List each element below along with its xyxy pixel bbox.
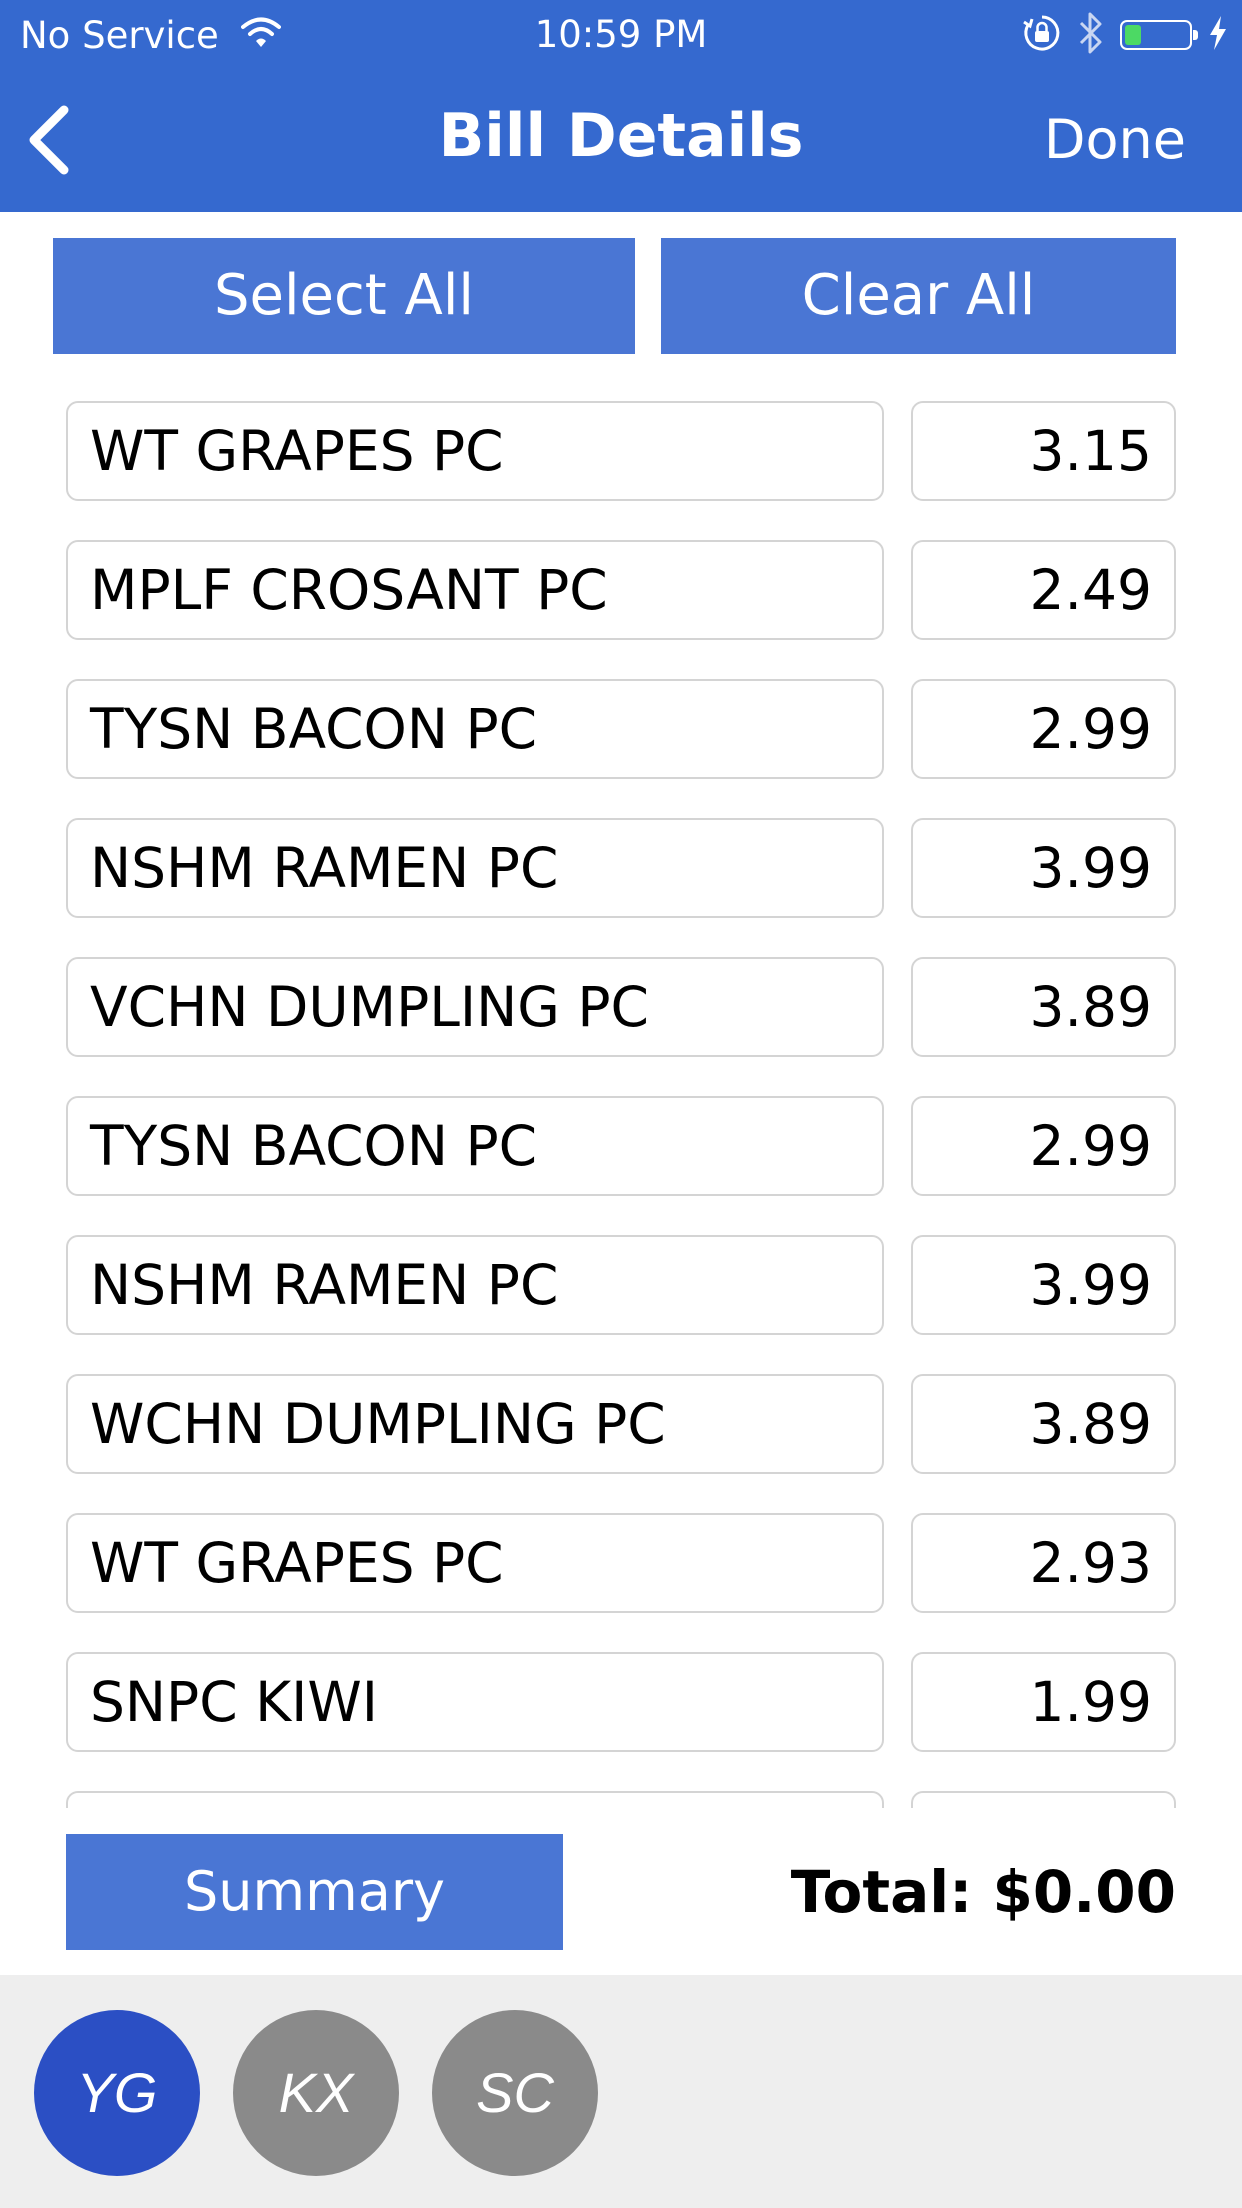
list-item[interactable]: WT GRAPES PC 2.93: [0, 1513, 1242, 1613]
list-item[interactable]: SNPC KIWI 1.99: [0, 1652, 1242, 1752]
item-name-field[interactable]: WCHN DUMPLING PC: [66, 1374, 884, 1474]
list-item[interactable]: NSHM RAMEN PC 3.99: [0, 818, 1242, 918]
select-all-button[interactable]: Select All: [53, 238, 635, 354]
list-item[interactable]: WCHN DUMPLING PC 3.89: [0, 1374, 1242, 1474]
carrier-text: No Service: [20, 13, 219, 57]
item-name-field[interactable]: WT GRAPES PC: [66, 1513, 884, 1613]
item-price-field[interactable]: 2.93: [911, 1513, 1176, 1613]
battery-level: [1125, 25, 1142, 45]
back-chevron-icon[interactable]: [22, 102, 82, 178]
clear-all-button[interactable]: Clear All: [661, 238, 1176, 354]
list-item[interactable]: MPLF CROSANT PC 2.49: [0, 540, 1242, 640]
status-right: [1022, 12, 1228, 58]
item-price-field[interactable]: 3.89: [911, 1374, 1176, 1474]
item-price-field[interactable]: 3.99: [911, 1235, 1176, 1335]
item-name-field[interactable]: NSHM RAMEN PC: [66, 1235, 884, 1335]
avatar[interactable]: KX: [233, 2010, 399, 2176]
item-price-field[interactable]: 2.99: [911, 679, 1176, 779]
list-item[interactable]: [0, 1791, 1242, 1808]
item-price-field[interactable]: 1.99: [911, 1652, 1176, 1752]
top-bar: No Service 10:59 PM: [0, 0, 1242, 212]
item-name-field[interactable]: SNPC KIWI: [66, 1652, 884, 1752]
item-price-field[interactable]: 2.99: [911, 1096, 1176, 1196]
bluetooth-icon: [1078, 11, 1104, 59]
item-price-field[interactable]: 2.49: [911, 540, 1176, 640]
item-name-field[interactable]: NSHM RAMEN PC: [66, 818, 884, 918]
item-name-field[interactable]: WT GRAPES PC: [66, 401, 884, 501]
avatar[interactable]: YG: [34, 2010, 200, 2176]
item-name-field[interactable]: TYSN BACON PC: [66, 1096, 884, 1196]
list-item[interactable]: WT GRAPES PC 3.15: [0, 401, 1242, 501]
avatar[interactable]: SC: [432, 2010, 598, 2176]
battery-tip: [1193, 30, 1198, 40]
status-left: No Service: [20, 10, 281, 60]
list-item[interactable]: VCHN DUMPLING PC 3.89: [0, 957, 1242, 1057]
list-item[interactable]: TYSN BACON PC 2.99: [0, 679, 1242, 779]
item-price-field[interactable]: 3.99: [911, 818, 1176, 918]
item-price-field[interactable]: 3.15: [911, 401, 1176, 501]
wifi-icon: [240, 14, 281, 57]
summary-button[interactable]: Summary: [66, 1834, 563, 1950]
list-item[interactable]: NSHM RAMEN PC 3.99: [0, 1235, 1242, 1335]
battery-icon: [1120, 20, 1198, 50]
charging-bolt-icon: [1208, 15, 1228, 55]
total-amount: Total: $0.00: [790, 1858, 1176, 1926]
item-name-field[interactable]: MPLF CROSANT PC: [66, 540, 884, 640]
people-bar: YG KX SC: [0, 1975, 1242, 2208]
bill-items-list[interactable]: WT GRAPES PC 3.15 MPLF CROSANT PC 2.49 T…: [0, 380, 1242, 1808]
item-name-field[interactable]: [66, 1791, 884, 1808]
item-name-field[interactable]: TYSN BACON PC: [66, 679, 884, 779]
done-button[interactable]: Done: [1043, 108, 1186, 171]
item-price-field[interactable]: 3.89: [911, 957, 1176, 1057]
page-title: Bill Details: [438, 101, 804, 171]
orientation-lock-icon: [1022, 13, 1062, 57]
list-item[interactable]: TYSN BACON PC 2.99: [0, 1096, 1242, 1196]
item-name-field[interactable]: VCHN DUMPLING PC: [66, 957, 884, 1057]
status-time: 10:59 PM: [534, 13, 708, 56]
item-price-field[interactable]: [911, 1791, 1176, 1808]
